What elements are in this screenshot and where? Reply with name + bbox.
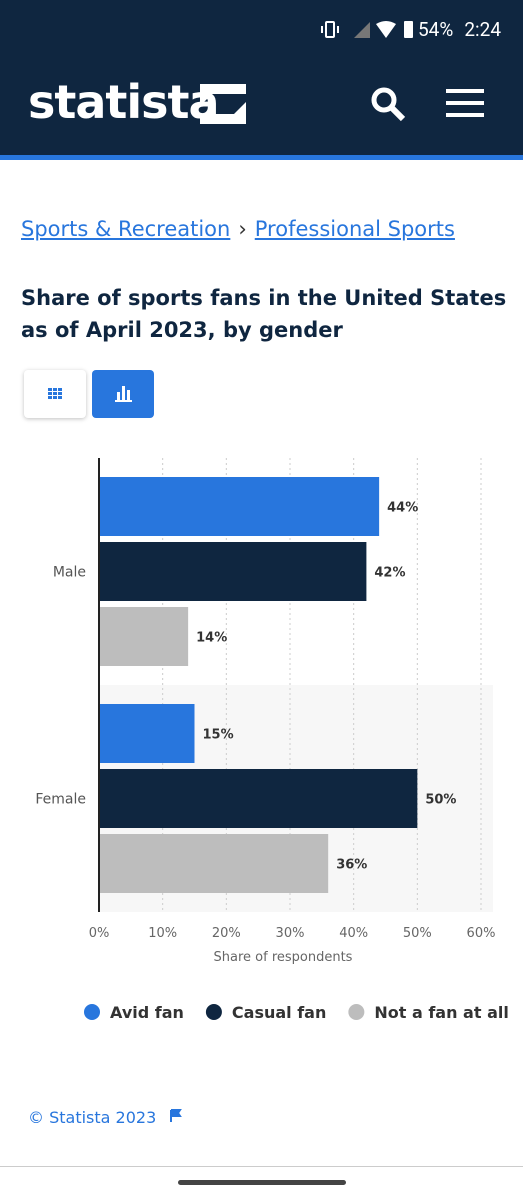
x-tick-label: 40% [339,926,368,941]
legend-label: Not a fan at all [374,1003,508,1022]
menu-icon[interactable] [446,88,484,118]
data-label: 15% [203,728,234,743]
chart: 0% 10% 20% 30% 40% 50% 60% Share of respondents… [35,458,509,1022]
header-accent [0,155,523,160]
data-label: 50% [425,793,456,808]
table-view-button[interactable] [24,370,86,418]
x-tick-label: 60% [467,926,496,941]
chart-view-button[interactable] [92,370,154,418]
copyright[interactable]: © Statista 2023 [28,1108,183,1127]
grid-icon [48,388,62,399]
logo-mark [200,84,246,124]
logo[interactable]: statista [28,75,220,129]
clock: 2:24 [464,18,501,41]
bar-icon [115,386,132,402]
x-tick-label: 50% [403,926,432,941]
y-tick-label: Male [53,565,86,581]
status-icons [321,21,413,38]
legend-label: Avid fan [110,1003,184,1022]
bar [99,607,189,666]
legend-marker [348,1004,365,1020]
x-axis-title: Share of respondents [214,950,353,965]
legend-marker [84,1004,100,1020]
data-label: 42% [374,566,405,581]
chart-title: Share of sports fans in the United State… [21,286,507,342]
x-tick-label: 10% [148,926,177,941]
breadcrumb-separator: › [238,217,247,241]
flag-icon [170,1109,183,1122]
y-tick-label: Female [35,792,86,808]
x-tick-label: 0% [89,926,110,941]
breadcrumb-link[interactable]: Sports & Recreation [21,217,231,241]
legend-label: Casual fan [232,1003,326,1022]
copyright-text: © Statista 2023 [28,1108,157,1127]
breadcrumb: Sports & Recreation › Professional Sports [21,217,455,241]
legend-marker [205,1004,222,1020]
search-icon[interactable] [370,86,406,122]
bar [99,769,418,828]
bar [99,477,380,536]
home-indicator [178,1180,346,1185]
data-label: 14% [196,631,227,646]
divider [0,1166,523,1167]
data-label: 44% [387,501,418,516]
bar [99,542,367,601]
battery: 54% [418,18,454,41]
x-tick-label: 30% [276,926,305,941]
data-label: 36% [336,858,367,873]
header-bar: 54% 2:24 statista [0,0,523,155]
bar [99,704,195,763]
x-tick-label: 20% [212,926,241,941]
breadcrumb-link[interactable]: Professional Sports [254,217,455,241]
bar [99,834,329,893]
